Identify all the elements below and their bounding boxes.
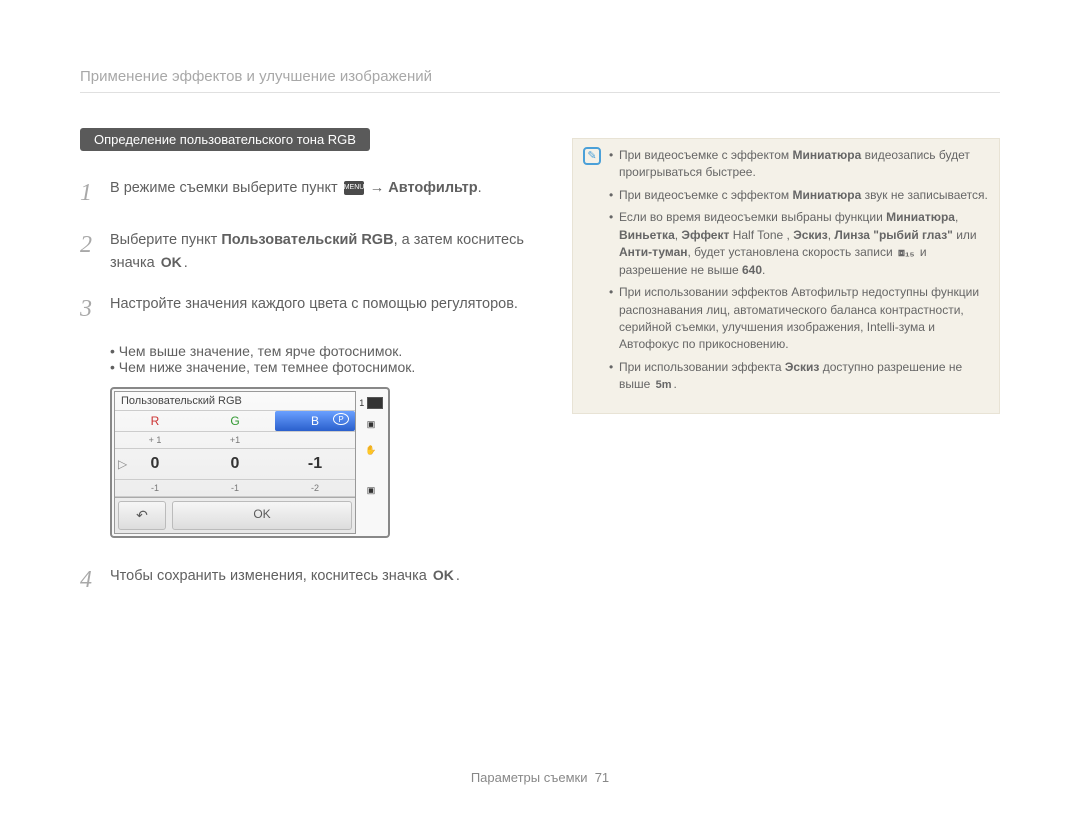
cs-side-indicators: 1 ▣ ✋ ▣ [356,391,386,534]
step-2: 2 Выберите пункт Пользовательский RGB, а… [80,227,540,275]
step-4: 4 Чтобы сохранить изменения, коснитесь з… [80,562,540,598]
info-item: При использовании эффектов Автофильтр не… [609,284,989,354]
p-eye-icon: P [333,413,349,425]
ok-icon: OK [433,565,454,586]
cs-rgb-header: R G BP [115,411,355,432]
info-item: При видеосъемке с эффектом Миниатюра зву… [609,187,989,204]
cs-row-main: ▷ 0 0 -1 [115,449,355,480]
resolution-icon: 5m [654,378,674,394]
menu-icon: MENU [344,181,364,195]
square-icon: ▣ [367,419,376,430]
page-footer: Параметры съемки 71 [0,770,1080,785]
camera-icon: ▣ [367,485,376,496]
info-box: ✎ При видеосъемке с эффектом Миниатюра в… [572,138,1000,414]
header-divider [80,92,1000,93]
back-button[interactable]: ↶ [118,501,166,530]
step-number: 3 [80,291,110,327]
step-1: 1 В режиме съемки выберите пункт MENU → … [80,175,540,211]
step-3: 3 Настройте значения каждого цвета с пом… [80,291,540,327]
page-header: Применение эффектов и улучшение изображе… [80,68,432,85]
fps-icon: ⧈₁₅ [896,246,917,262]
info-item: Если во время видеосъемки выбраны функци… [609,209,989,279]
storage-icon [367,397,383,409]
step-3-notes: Чем выше значение, тем ярче фотоснимок. … [110,343,540,375]
cs-row-lower: -1 -1 -2 [115,480,355,497]
info-item: При видеосъемке с эффектом Миниатюра вид… [609,147,989,182]
ok-button[interactable]: OK [172,501,352,530]
section-pill: Определение пользовательского тона RGB [80,128,370,151]
step-body: Настройте значения каждого цвета с помощ… [110,291,540,327]
note-icon: ✎ [583,147,601,165]
step-number: 1 [80,175,110,211]
step-number: 2 [80,227,110,275]
step-number: 4 [80,562,110,598]
left-arrow-icon: ▷ [118,457,127,471]
step-body: Чтобы сохранить изменения, коснитесь зна… [110,562,540,598]
camera-screen-mock: Пользовательский RGB R G BP + 1 +1 ▷ 0 0… [110,387,390,538]
step-body: В режиме съемки выберите пункт MENU → Ав… [110,175,540,211]
step-body: Выберите пункт Пользовательский RGB, а з… [110,227,540,275]
info-item: При использовании эффекта Эскиз доступно… [609,359,989,394]
ok-icon: OK [161,252,182,273]
cs-title: Пользовательский RGB [115,392,355,411]
cs-row-upper: + 1 +1 [115,432,355,449]
stabilization-icon: ✋ [365,445,376,456]
